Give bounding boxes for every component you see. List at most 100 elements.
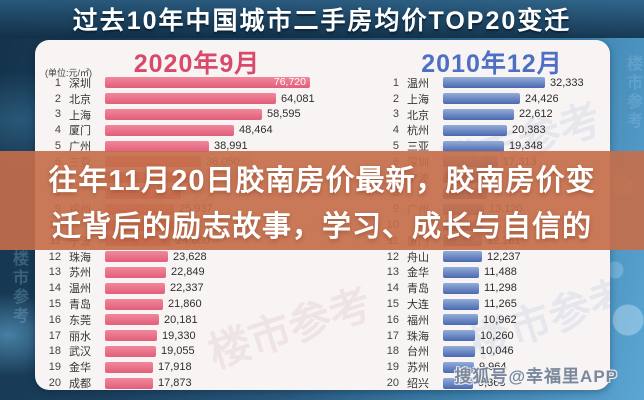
value-label: 23,628 <box>173 250 207 263</box>
city-label: 广州 <box>69 141 91 154</box>
value-bar <box>105 282 165 294</box>
value-bar <box>105 251 168 263</box>
rank-number: 3 <box>392 108 399 121</box>
table-row: 12 舟山 12,237 <box>379 249 605 265</box>
rank-number: 17 <box>48 329 61 342</box>
value-bar <box>105 377 153 389</box>
city-label: 深圳 <box>69 77 91 90</box>
table-row: 20 绍兴 9,363 <box>379 375 605 390</box>
rank-number: 12 <box>386 250 399 263</box>
panel-2020-title: 2020年9月 <box>133 50 261 78</box>
page-title: 过去10年中国城市二手房均价TOP20变迁 <box>72 7 572 35</box>
city-label: 苏州 <box>69 267 91 280</box>
rank-number: 15 <box>48 298 61 311</box>
value-bar <box>105 345 156 357</box>
city-label: 青岛 <box>69 299 91 312</box>
value-bar <box>443 345 475 357</box>
value-label: 22,612 <box>519 108 553 121</box>
value-label: 21,860 <box>168 298 202 311</box>
table-row: 2 上海 24,426 <box>379 91 605 107</box>
headline-line-1: 往年11月20日胶南房价最新，胶南房价变 <box>48 164 596 197</box>
table-row: 19 苏州 9,964 <box>379 359 605 375</box>
rank-number: 4 <box>54 124 61 137</box>
city-label: 厦门 <box>69 125 91 138</box>
city-label: 上海 <box>407 93 429 106</box>
city-label: 温州 <box>69 283 91 296</box>
rank-number: 19 <box>48 361 61 374</box>
rank-number: 20 <box>48 377 61 390</box>
value-label: 10,962 <box>483 313 517 326</box>
value-label: 9,964 <box>479 361 507 374</box>
rank-number: 2 <box>392 92 399 105</box>
value-bar <box>443 361 474 373</box>
value-bar: 76,720 <box>105 76 310 89</box>
city-label: 北京 <box>407 109 429 122</box>
headline-line-2: 迁背后的励志故事，学习、成长与自信的 <box>51 210 592 243</box>
rank-number: 5 <box>54 140 61 153</box>
value-bar <box>443 282 479 294</box>
value-bar <box>443 77 545 89</box>
rank-number: 16 <box>386 313 399 326</box>
value-label: 11,298 <box>484 282 517 295</box>
value-label: 17,918 <box>158 361 192 374</box>
table-row: 13 金华 11,488 <box>379 265 605 281</box>
city-label: 东莞 <box>69 314 91 327</box>
table-row: 16 东莞 20,181 <box>41 312 353 328</box>
value-label: 76,720 <box>273 76 306 89</box>
table-row: 4 厦门 48,464 <box>41 122 353 138</box>
value-label: 11,265 <box>484 298 517 311</box>
value-label: 9,363 <box>478 377 506 390</box>
rank-number: 2 <box>54 92 61 105</box>
rank-number: 16 <box>48 313 61 326</box>
value-bar <box>443 108 514 120</box>
value-label: 38,991 <box>214 140 248 153</box>
table-row: 14 温州 22,337 <box>41 280 353 296</box>
table-row: 2 北京 64,081 <box>41 91 353 107</box>
value-label: 11,488 <box>484 266 517 279</box>
sohu-account-watermark: 搜狐号@幸福里APP <box>454 367 618 386</box>
rank-number: 4 <box>392 124 399 137</box>
value-label: 17,873 <box>158 377 192 390</box>
table-row: 18 武汉 19,055 <box>41 344 353 360</box>
headline-overlay-banner: 往年11月20日胶南房价最新，胶南房价变 迁背后的励志故事，学习、成长与自信的 <box>0 151 644 250</box>
rank-number: 17 <box>386 329 399 342</box>
value-label: 20,383 <box>512 124 546 137</box>
city-label: 上海 <box>69 109 91 122</box>
table-row: 17 丽水 19,330 <box>41 328 353 344</box>
city-label: 舟山 <box>407 251 429 264</box>
rank-number: 20 <box>386 377 399 390</box>
rank-number: 13 <box>386 266 399 279</box>
city-label: 台州 <box>407 346 429 359</box>
city-label: 金华 <box>69 362 91 375</box>
value-label: 32,333 <box>550 76 584 89</box>
value-label: 24,426 <box>525 92 559 105</box>
table-row: 14 青岛 11,298 <box>379 280 605 296</box>
rank-number: 15 <box>386 298 399 311</box>
rank-number: 5 <box>392 140 399 153</box>
table-row: 3 上海 58,595 <box>41 107 353 123</box>
city-label: 丽水 <box>69 330 91 343</box>
city-label: 金华 <box>407 267 429 280</box>
value-label: 10,046 <box>480 345 514 358</box>
rank-number: 14 <box>386 282 399 295</box>
value-bar <box>105 298 163 310</box>
table-row: 3 北京 22,612 <box>379 107 605 123</box>
value-label: 10,260 <box>480 329 514 342</box>
value-bar <box>105 124 234 136</box>
table-row: 5 广州 38,991 <box>41 138 353 154</box>
table-row: 20 成都 17,873 <box>41 375 353 390</box>
rank-number: 19 <box>386 361 399 374</box>
table-row: 17 珠海 10,260 <box>379 328 605 344</box>
city-label: 青岛 <box>407 283 429 296</box>
rank-number: 18 <box>386 345 399 358</box>
value-bar <box>443 266 479 278</box>
table-row: 4 杭州 20,383 <box>379 122 605 138</box>
table-row: 18 台州 10,046 <box>379 344 605 360</box>
value-bar <box>443 93 520 105</box>
rank-number: 1 <box>54 76 61 89</box>
top-title-band: 过去10年中国城市二手房均价TOP20变迁 <box>0 0 644 38</box>
value-bar <box>443 140 504 152</box>
city-label: 福州 <box>407 314 429 327</box>
city-label: 苏州 <box>407 362 429 375</box>
unit-label: (单位:元/㎡) <box>45 68 92 78</box>
